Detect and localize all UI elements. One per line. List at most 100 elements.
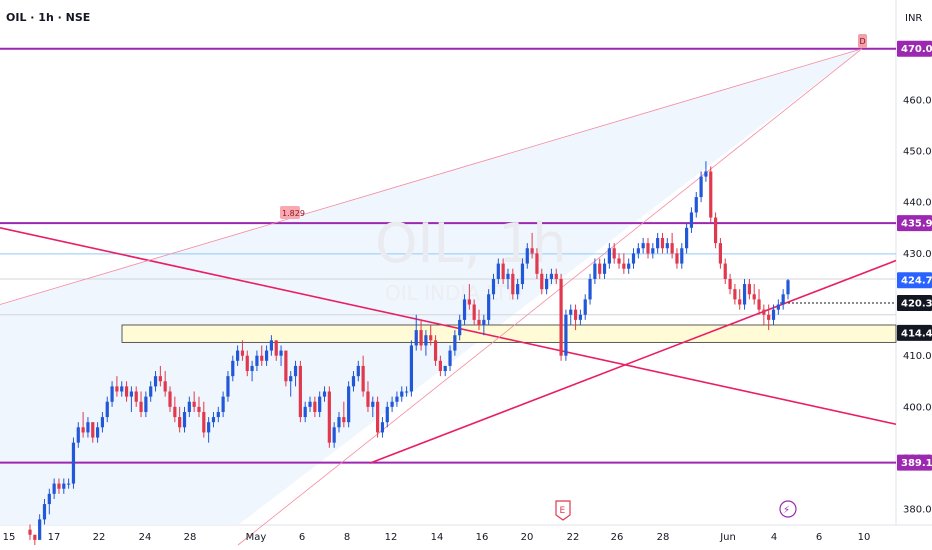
trendline[interactable] — [369, 259, 897, 464]
candle[interactable] — [28, 524, 32, 540]
candle[interactable] — [197, 396, 201, 418]
candle[interactable] — [38, 514, 42, 540]
candle[interactable] — [419, 319, 423, 351]
candle[interactable] — [347, 381, 351, 428]
candle[interactable] — [221, 391, 225, 418]
candle[interactable] — [86, 417, 90, 438]
candle[interactable] — [134, 386, 138, 407]
candle[interactable] — [395, 391, 399, 407]
candle[interactable] — [564, 309, 568, 361]
candle[interactable] — [52, 478, 56, 499]
candle[interactable] — [250, 360, 254, 382]
candle[interactable] — [482, 314, 486, 336]
candle[interactable] — [298, 360, 302, 423]
candle[interactable] — [62, 478, 66, 494]
dividend-event-marker[interactable]: ⚡ — [779, 500, 797, 518]
candle[interactable] — [390, 396, 394, 412]
candle[interactable] — [332, 422, 336, 448]
candle[interactable] — [680, 243, 684, 269]
candle[interactable] — [685, 222, 689, 254]
candle[interactable] — [400, 386, 404, 402]
candle[interactable] — [168, 386, 172, 412]
candle[interactable] — [757, 289, 761, 315]
candle[interactable] — [424, 330, 428, 356]
candle[interactable] — [409, 340, 414, 397]
candle[interactable] — [129, 386, 133, 412]
candle[interactable] — [380, 417, 385, 438]
candle[interactable] — [255, 350, 259, 372]
candle[interactable] — [704, 161, 708, 182]
candle[interactable] — [675, 248, 679, 269]
candle[interactable] — [81, 411, 85, 438]
candle[interactable] — [573, 304, 578, 331]
candle[interactable] — [211, 411, 216, 428]
support-zone-rect[interactable] — [121, 324, 897, 343]
candle[interactable] — [612, 243, 616, 264]
candle[interactable] — [274, 340, 278, 361]
candle[interactable] — [187, 396, 191, 418]
candle[interactable] — [327, 386, 331, 448]
candle[interactable] — [337, 411, 341, 433]
candle[interactable] — [762, 304, 766, 325]
candle[interactable] — [240, 340, 245, 361]
candle[interactable] — [544, 273, 549, 295]
candle[interactable] — [525, 243, 529, 269]
candle[interactable] — [781, 289, 785, 310]
candle[interactable] — [144, 391, 148, 418]
candle[interactable] — [404, 386, 409, 397]
candle[interactable] — [149, 381, 153, 402]
price-axis-tag[interactable]: 424.75 — [897, 272, 932, 289]
candle[interactable] — [467, 284, 471, 310]
candle[interactable] — [786, 278, 790, 300]
candle[interactable] — [414, 314, 418, 351]
candle[interactable] — [124, 381, 129, 402]
candle[interactable] — [438, 355, 442, 377]
candle[interactable] — [264, 345, 269, 366]
candle[interactable] — [516, 278, 520, 300]
candle[interactable] — [67, 478, 71, 489]
currency-label[interactable]: INR — [905, 13, 922, 24]
candle[interactable] — [646, 238, 650, 259]
candle[interactable] — [245, 350, 249, 377]
candle[interactable] — [313, 396, 317, 418]
candle[interactable] — [361, 355, 365, 397]
candle[interactable] — [583, 294, 587, 320]
candle[interactable] — [443, 365, 447, 377]
candle[interactable] — [462, 294, 467, 325]
candle[interactable] — [284, 350, 288, 387]
candle[interactable] — [588, 273, 592, 305]
candle[interactable] — [723, 258, 727, 285]
candle[interactable] — [636, 243, 640, 259]
candle[interactable] — [448, 345, 452, 372]
candle[interactable] — [718, 238, 723, 269]
candle[interactable] — [231, 355, 235, 382]
earnings-event-marker[interactable]: E — [555, 500, 571, 521]
candle[interactable] — [496, 258, 500, 285]
candle[interactable] — [627, 258, 631, 274]
candle[interactable] — [767, 304, 771, 331]
candle[interactable] — [554, 268, 558, 285]
candle[interactable] — [593, 258, 597, 285]
candle[interactable] — [42, 498, 47, 525]
candle[interactable] — [289, 371, 293, 397]
candle[interactable] — [651, 243, 655, 259]
candle[interactable] — [617, 253, 621, 269]
candle[interactable] — [308, 396, 312, 412]
candle[interactable] — [540, 268, 544, 295]
candle[interactable] — [598, 258, 602, 279]
candle[interactable] — [71, 437, 76, 489]
candle[interactable] — [371, 396, 375, 418]
candle[interactable] — [694, 191, 698, 218]
candle[interactable] — [100, 411, 105, 433]
candle[interactable] — [602, 258, 607, 279]
candle[interactable] — [549, 268, 554, 285]
candle[interactable] — [366, 381, 370, 412]
candle[interactable] — [520, 258, 525, 290]
drawing-point-badge[interactable]: D — [858, 34, 867, 48]
candle[interactable] — [293, 360, 298, 387]
candle[interactable] — [713, 212, 718, 249]
candle[interactable] — [216, 406, 220, 423]
candle[interactable] — [506, 268, 510, 290]
